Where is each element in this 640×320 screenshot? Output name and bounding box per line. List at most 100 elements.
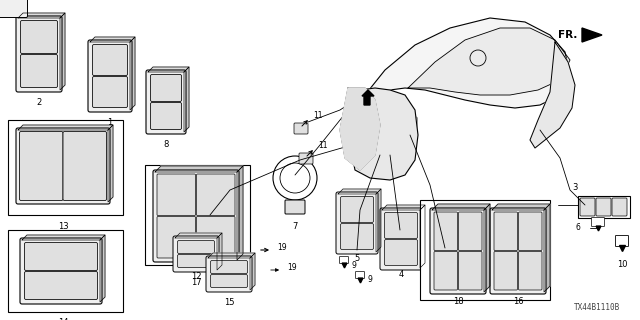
- FancyBboxPatch shape: [63, 132, 106, 201]
- Text: 19: 19: [287, 263, 296, 273]
- Polygon shape: [362, 90, 374, 105]
- Polygon shape: [90, 37, 135, 42]
- Bar: [8, 230, 123, 312]
- FancyBboxPatch shape: [340, 223, 374, 250]
- Text: 14: 14: [58, 318, 68, 320]
- Polygon shape: [217, 233, 222, 270]
- FancyBboxPatch shape: [380, 208, 422, 270]
- Text: 11: 11: [318, 141, 328, 150]
- FancyBboxPatch shape: [385, 212, 417, 238]
- Text: TX44B1110B: TX44B1110B: [573, 303, 620, 312]
- FancyBboxPatch shape: [434, 252, 458, 290]
- Polygon shape: [544, 204, 550, 292]
- FancyBboxPatch shape: [16, 16, 62, 92]
- Polygon shape: [184, 67, 189, 132]
- Polygon shape: [100, 235, 105, 302]
- FancyBboxPatch shape: [612, 198, 627, 216]
- FancyBboxPatch shape: [494, 252, 518, 290]
- Polygon shape: [18, 13, 65, 18]
- FancyBboxPatch shape: [20, 20, 58, 53]
- Text: 3: 3: [573, 183, 578, 192]
- FancyBboxPatch shape: [294, 123, 308, 134]
- FancyBboxPatch shape: [591, 218, 605, 227]
- Polygon shape: [492, 204, 550, 210]
- Text: 5: 5: [355, 254, 360, 263]
- FancyBboxPatch shape: [616, 236, 628, 246]
- Text: 9: 9: [368, 276, 373, 284]
- FancyBboxPatch shape: [150, 75, 182, 101]
- Polygon shape: [22, 235, 105, 240]
- Polygon shape: [408, 28, 570, 95]
- Polygon shape: [148, 67, 189, 72]
- FancyBboxPatch shape: [211, 275, 248, 287]
- FancyBboxPatch shape: [336, 192, 378, 254]
- FancyBboxPatch shape: [596, 198, 611, 216]
- FancyBboxPatch shape: [299, 153, 313, 164]
- Text: 18: 18: [452, 297, 463, 306]
- Text: 1: 1: [108, 118, 113, 127]
- Polygon shape: [237, 166, 243, 260]
- FancyBboxPatch shape: [20, 238, 102, 304]
- Polygon shape: [175, 233, 222, 238]
- FancyBboxPatch shape: [397, 117, 417, 131]
- Polygon shape: [155, 166, 243, 172]
- FancyBboxPatch shape: [93, 76, 127, 108]
- Text: 10: 10: [617, 260, 627, 269]
- Polygon shape: [484, 204, 490, 292]
- Polygon shape: [250, 253, 255, 290]
- Polygon shape: [530, 42, 575, 148]
- FancyBboxPatch shape: [177, 241, 214, 253]
- FancyBboxPatch shape: [177, 254, 214, 268]
- FancyBboxPatch shape: [580, 198, 595, 216]
- FancyBboxPatch shape: [434, 212, 458, 251]
- Polygon shape: [338, 189, 381, 194]
- FancyBboxPatch shape: [24, 243, 97, 270]
- FancyBboxPatch shape: [19, 132, 63, 201]
- Text: 19: 19: [277, 244, 287, 252]
- Polygon shape: [340, 88, 380, 170]
- FancyBboxPatch shape: [494, 212, 518, 251]
- Text: FR.: FR.: [557, 30, 577, 40]
- FancyBboxPatch shape: [340, 196, 374, 222]
- FancyBboxPatch shape: [0, 0, 28, 18]
- FancyBboxPatch shape: [157, 217, 195, 258]
- Text: 4: 4: [398, 270, 404, 279]
- Polygon shape: [420, 205, 425, 268]
- FancyBboxPatch shape: [206, 256, 252, 292]
- Bar: [578, 196, 630, 218]
- Polygon shape: [60, 13, 65, 90]
- Text: 17: 17: [191, 278, 202, 287]
- Bar: [145, 165, 250, 265]
- FancyBboxPatch shape: [196, 174, 235, 215]
- FancyBboxPatch shape: [24, 271, 97, 300]
- FancyBboxPatch shape: [490, 208, 546, 294]
- Polygon shape: [108, 125, 113, 202]
- Polygon shape: [365, 18, 570, 108]
- FancyBboxPatch shape: [430, 208, 486, 294]
- Polygon shape: [130, 37, 135, 110]
- Polygon shape: [382, 205, 425, 210]
- Text: 2: 2: [36, 98, 42, 107]
- Polygon shape: [432, 204, 490, 210]
- FancyBboxPatch shape: [385, 239, 417, 266]
- Polygon shape: [350, 88, 418, 180]
- FancyBboxPatch shape: [93, 44, 127, 76]
- Text: 9: 9: [352, 260, 357, 269]
- Text: 7: 7: [292, 222, 298, 231]
- Polygon shape: [582, 28, 602, 42]
- FancyBboxPatch shape: [518, 252, 542, 290]
- FancyBboxPatch shape: [173, 236, 219, 272]
- FancyBboxPatch shape: [196, 217, 235, 258]
- FancyBboxPatch shape: [211, 260, 248, 274]
- Bar: [8, 120, 123, 215]
- FancyBboxPatch shape: [355, 271, 365, 278]
- FancyBboxPatch shape: [153, 170, 239, 262]
- FancyBboxPatch shape: [350, 104, 372, 138]
- FancyBboxPatch shape: [339, 257, 349, 263]
- Text: 11: 11: [313, 111, 323, 121]
- FancyBboxPatch shape: [146, 70, 186, 134]
- FancyBboxPatch shape: [150, 102, 182, 130]
- FancyBboxPatch shape: [458, 252, 482, 290]
- FancyBboxPatch shape: [157, 174, 195, 215]
- FancyBboxPatch shape: [458, 212, 482, 251]
